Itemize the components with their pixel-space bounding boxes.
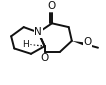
Text: H: H — [22, 40, 29, 49]
Text: O: O — [47, 1, 56, 11]
Text: O: O — [83, 37, 92, 47]
Text: N: N — [34, 27, 42, 37]
Text: O: O — [40, 53, 49, 63]
Polygon shape — [72, 41, 88, 46]
